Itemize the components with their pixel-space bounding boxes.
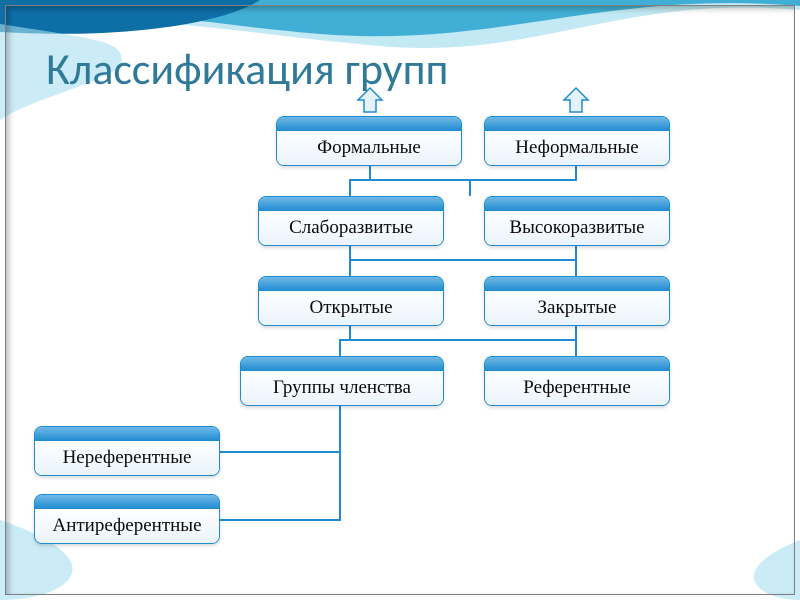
node-label: Референтные <box>485 371 669 405</box>
node-n8: Референтные <box>484 356 670 406</box>
node-label: Высокоразвитые <box>485 211 669 245</box>
node-label: Неформальные <box>485 131 669 165</box>
node-label: Антиреферентные <box>35 509 219 543</box>
node-n3: Слаборазвитые <box>258 196 444 246</box>
slide: Классификация групп ФормальныеНеформальн… <box>0 0 800 600</box>
arrow-up-icon <box>562 86 590 114</box>
node-n2: Неформальные <box>484 116 670 166</box>
arrow-up-icon <box>356 86 384 114</box>
node-n7: Группы членства <box>240 356 444 406</box>
node-n9: Нереферентные <box>34 426 220 476</box>
node-label: Открытые <box>259 291 443 325</box>
node-label: Закрытые <box>485 291 669 325</box>
node-label: Формальные <box>277 131 461 165</box>
diagram: Формальные Неформальные Слаборазвитые Высок… <box>0 0 800 600</box>
node-label: Слаборазвитые <box>259 211 443 245</box>
node-n6: Закрытые <box>484 276 670 326</box>
node-label: Группы членства <box>241 371 443 405</box>
node-n10: Антиреферентные <box>34 494 220 544</box>
node-n4: Высокоразвитые <box>484 196 670 246</box>
node-n5: Открытые <box>258 276 444 326</box>
node-n1: Формальные <box>276 116 462 166</box>
node-label: Нереферентные <box>35 441 219 475</box>
